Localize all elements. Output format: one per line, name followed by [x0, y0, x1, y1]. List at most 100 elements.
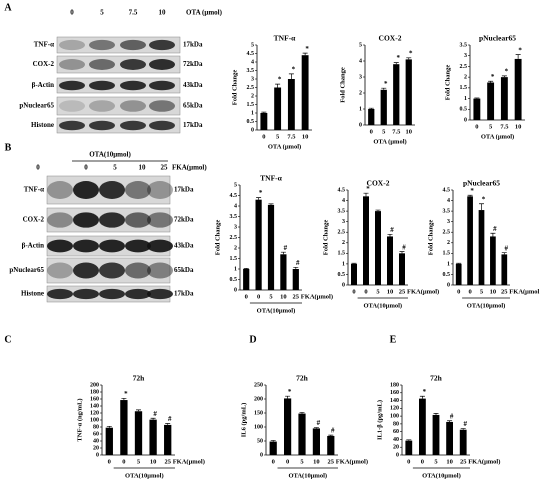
- y-tick-label: 3.5: [460, 42, 468, 48]
- error-bar: [474, 97, 480, 99]
- y-tick-label: 2.5: [247, 85, 255, 91]
- x-tick-label: 5: [376, 288, 380, 295]
- y-tick-label: 100: [254, 424, 263, 430]
- bar: [490, 236, 496, 285]
- bar: [274, 87, 282, 130]
- significance-mark: *: [482, 195, 486, 203]
- error-bar: [387, 233, 393, 237]
- y-tick-label: 3: [342, 219, 345, 225]
- blot-lane-label: 10: [139, 164, 147, 172]
- blot-band: [125, 181, 151, 199]
- blot-band: [99, 239, 125, 253]
- bar: [419, 398, 426, 455]
- bar: [501, 254, 508, 285]
- blot-band: [89, 80, 115, 91]
- bar: [368, 109, 375, 125]
- blot-row-label: pNuclear65: [19, 102, 54, 110]
- bar: [380, 89, 387, 125]
- error-bar: [351, 262, 357, 264]
- error-bar: [150, 417, 156, 420]
- group-label: OTA(10μmol): [125, 472, 164, 479]
- x-tick-label: 0: [475, 123, 478, 130]
- error-bar: [299, 412, 305, 414]
- blot-band: [120, 80, 146, 91]
- y-tick-label: 0: [260, 452, 263, 458]
- blot-band: [147, 288, 173, 300]
- blot-band: [120, 120, 146, 131]
- error-bar: [136, 409, 141, 412]
- y-tick-label: 3.5: [230, 214, 238, 220]
- bar: [514, 58, 522, 120]
- bar: [267, 204, 275, 290]
- y-tick-label: 140: [390, 398, 399, 404]
- blot-lane-label: 7.5: [129, 9, 138, 17]
- blot-band: [147, 262, 173, 279]
- y-tick-label: 2.5: [443, 230, 451, 236]
- x-tick-label: 5: [480, 288, 484, 295]
- group-label: OTA(10μmol): [288, 472, 327, 479]
- x-tick-label: 10: [446, 458, 453, 465]
- y-tick-label: 1: [251, 110, 254, 116]
- y-tick-label: 5: [359, 42, 362, 48]
- blot-band: [59, 59, 85, 70]
- y-tick-label: 0: [251, 127, 254, 133]
- x-tick-label: 0: [468, 288, 471, 295]
- x-tick-label: 25: [460, 458, 467, 465]
- y-tick-label: 5: [234, 182, 237, 188]
- error-bar: [406, 57, 412, 60]
- error-bar: [515, 54, 521, 59]
- bar: [375, 211, 381, 285]
- y-tick-label: 4: [359, 58, 362, 64]
- chart-title: 72h: [296, 374, 309, 383]
- blot-kda-label: 72kDa: [174, 216, 194, 224]
- y-tick-label: 20: [93, 445, 99, 451]
- y-tick-label: 1: [234, 266, 237, 272]
- x-tick-label: 5: [137, 458, 141, 465]
- error-bar: [288, 73, 294, 79]
- y-tick-label: 3: [234, 224, 237, 230]
- blot-kda-label: 17kDa: [183, 121, 203, 129]
- blot-band: [125, 262, 151, 279]
- group-label: OTA(10μmol): [422, 472, 461, 479]
- y-tick-label: 180: [390, 382, 399, 388]
- y-tick-label: 4: [342, 198, 345, 204]
- blot-lane-label: 0: [70, 9, 74, 17]
- chart-title: pNuclear65: [479, 34, 516, 43]
- y-axis-label: Fold Change: [444, 65, 451, 101]
- y-tick-label: 3.5: [443, 208, 451, 214]
- blot-band: [99, 212, 125, 228]
- significance-mark: *: [305, 45, 309, 53]
- bar: [298, 413, 306, 455]
- group-label: OTA(10μmol): [364, 302, 403, 309]
- chart-title: TNF-α: [274, 34, 296, 43]
- error-bar: [293, 266, 299, 269]
- y-tick-label: 1.5: [338, 251, 346, 257]
- blot-band: [149, 59, 175, 70]
- bar: [134, 411, 143, 455]
- blot-kda-label: 17kDa: [183, 41, 203, 49]
- y-tick-label: 120: [90, 410, 99, 416]
- chart-title: TNF-α: [260, 174, 282, 183]
- y-tick-label: 1.5: [247, 102, 255, 108]
- x-tick-label: 10: [280, 293, 287, 300]
- y-tick-label: 3: [447, 219, 450, 225]
- x-tick-label: 25: [328, 458, 335, 465]
- y-tick-label: 0.5: [247, 119, 255, 125]
- blot-band: [47, 212, 73, 228]
- x-tick-label: 10: [406, 128, 413, 135]
- y-tick-label: 2.5: [460, 64, 468, 70]
- y-tick-label: 0: [464, 117, 467, 123]
- y-tick-label: 200: [254, 396, 263, 402]
- significance-mark: *: [505, 67, 509, 75]
- bar: [478, 210, 485, 285]
- x-axis-label-2: FKA(μmol: [509, 288, 539, 295]
- blot-row-label: COX-2: [33, 60, 55, 68]
- error-bar: [479, 203, 484, 211]
- error-bar: [363, 192, 369, 197]
- x-axis-label-2: FKA(μmol): [173, 458, 205, 465]
- blot-kda-label: 43kDa: [174, 242, 194, 250]
- blot-band: [59, 39, 85, 51]
- error-bar: [280, 251, 286, 255]
- error-bar: [393, 62, 399, 65]
- error-bar: [488, 80, 494, 83]
